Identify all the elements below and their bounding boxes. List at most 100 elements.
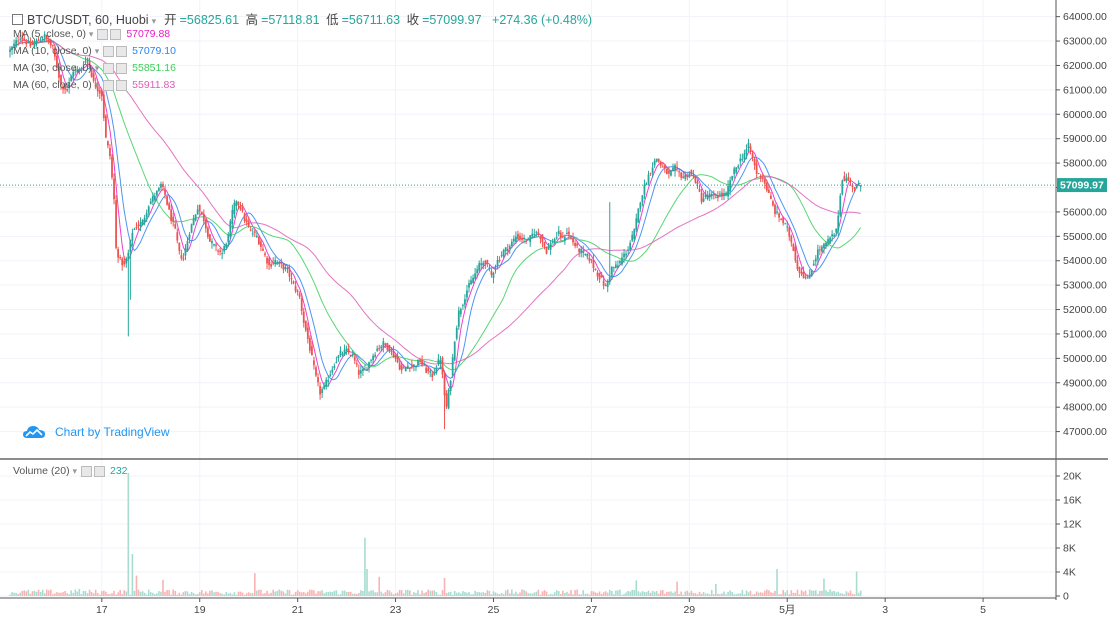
candle-body	[737, 165, 740, 168]
volume-bar	[594, 592, 597, 596]
volume-bar	[451, 594, 454, 596]
volume-bar	[409, 590, 411, 596]
volume-bar	[319, 591, 321, 596]
volume-bar	[404, 590, 407, 596]
legend-ma30[interactable]: MA (30, close, 0) ▾ 55851.16	[13, 62, 176, 74]
candle-body	[355, 363, 358, 365]
collapse-icon[interactable]	[12, 14, 23, 25]
candle-body	[11, 46, 13, 50]
candle-body	[317, 377, 319, 383]
candle-body	[480, 263, 483, 266]
volume-bar	[188, 593, 191, 596]
volume-bar	[843, 594, 846, 596]
close-icon[interactable]	[116, 45, 128, 57]
candle-body	[755, 163, 758, 174]
candle-body	[384, 343, 387, 346]
volume-bar	[717, 593, 719, 596]
volume-bar	[700, 593, 703, 596]
settings-icon[interactable]	[103, 45, 115, 57]
symbol-title[interactable]: BTC/USDT, 60, Huobi	[27, 13, 149, 27]
candle-body	[598, 272, 601, 280]
candle-body	[492, 272, 495, 278]
volume-bar	[635, 580, 638, 596]
volume-bar	[223, 594, 225, 596]
candle-body	[198, 204, 201, 212]
volume-bar	[541, 591, 544, 596]
volume-bar	[815, 590, 817, 596]
low-label: 低	[326, 13, 339, 27]
candle-body	[27, 40, 30, 43]
volume-bar	[82, 590, 85, 596]
candle-body	[453, 341, 456, 361]
legend-value: 55911.83	[132, 79, 176, 91]
volume-bar	[486, 590, 489, 596]
candle-body	[415, 366, 417, 368]
close-icon[interactable]	[110, 28, 122, 40]
volume-bar	[639, 592, 642, 596]
volume-bar	[662, 590, 664, 596]
candle-body	[400, 365, 403, 371]
volume-bar	[109, 594, 111, 596]
legend-ma60[interactable]: MA (60, close, 0) ▾ 55911.83	[13, 79, 176, 91]
volume-bar	[519, 592, 521, 596]
volume-bar	[617, 590, 619, 596]
candle-body	[147, 206, 150, 213]
candle-body	[62, 86, 64, 90]
candle-body	[647, 174, 650, 183]
candle-body	[237, 202, 240, 205]
volume-bar	[772, 592, 774, 596]
volume-bar	[849, 590, 852, 596]
volume-bar	[794, 593, 797, 596]
candle-body	[478, 263, 481, 271]
chevron-down-icon[interactable]: ▾	[151, 16, 157, 26]
volume-bar	[119, 590, 121, 596]
open-value: =56825.61	[179, 13, 240, 27]
close-icon[interactable]	[94, 465, 105, 477]
volume-bar	[360, 590, 362, 596]
volume-bar	[535, 591, 538, 596]
volume-bar	[217, 591, 219, 596]
volume-bar	[431, 590, 434, 596]
volume-bar	[788, 594, 791, 596]
volume-bar	[235, 594, 238, 596]
volume-bar	[337, 594, 340, 596]
candle-body	[58, 66, 60, 78]
close-icon[interactable]	[116, 62, 128, 74]
volume-bar	[205, 591, 207, 596]
candle-body	[104, 115, 107, 138]
candle-body	[794, 246, 797, 261]
legend-ma5[interactable]: MA (5, close, 0) ▾ 57079.88	[13, 28, 171, 40]
volume-bar	[237, 591, 240, 596]
candle-body	[810, 270, 813, 277]
volume-bar	[380, 591, 383, 596]
candle-body	[251, 233, 254, 235]
close-icon[interactable]	[116, 79, 128, 91]
settings-icon[interactable]	[81, 465, 92, 477]
volume-bar	[311, 589, 313, 596]
candle-body	[327, 380, 330, 382]
candle-body	[429, 370, 432, 373]
candlesticks[interactable]	[0, 31, 1055, 430]
candle-body	[494, 267, 497, 270]
settings-icon[interactable]	[103, 62, 115, 74]
settings-icon[interactable]	[97, 28, 109, 40]
tradingview-watermark[interactable]: Chart by TradingView	[22, 424, 170, 440]
candle-body	[315, 367, 317, 376]
candle-body	[386, 343, 389, 350]
volume-bar	[606, 592, 609, 596]
volume-bar	[553, 592, 556, 596]
settings-icon[interactable]	[103, 79, 115, 91]
volume-bar	[378, 576, 381, 596]
volume-label: Volume (20)	[13, 465, 70, 477]
volume-bar	[21, 590, 24, 596]
volume-legend[interactable]: Volume (20) ▾ 232	[13, 465, 128, 477]
candle-body	[761, 178, 764, 180]
volume-bar	[841, 593, 844, 596]
candle-body	[184, 248, 187, 256]
volume-bar	[168, 590, 170, 596]
candle-body	[145, 213, 148, 217]
volume-bar	[698, 591, 701, 596]
legend-ma10[interactable]: MA (10, close, 0) ▾ 57079.10	[13, 45, 176, 57]
volume-bar	[272, 589, 274, 596]
